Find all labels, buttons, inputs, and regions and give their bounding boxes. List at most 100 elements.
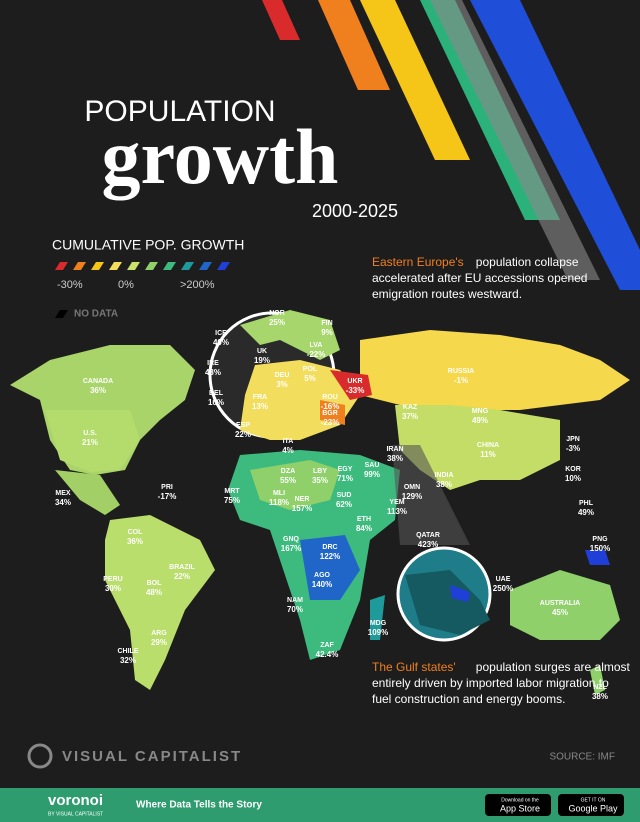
inset-connector bbox=[392, 445, 470, 545]
country-value: 157% bbox=[292, 504, 312, 513]
country-value: 34% bbox=[55, 498, 71, 507]
voronoi-by: BY VISUAL CAPITALIST bbox=[48, 811, 103, 817]
country-value: 129% bbox=[402, 492, 422, 501]
title-main: growth bbox=[102, 113, 339, 200]
legend-no-data: NO DATA bbox=[74, 309, 118, 320]
country-value: 38% bbox=[387, 454, 403, 463]
country-value: 40% bbox=[213, 338, 229, 347]
country-value: -3% bbox=[566, 444, 580, 453]
country-value: 43% bbox=[205, 368, 221, 377]
country-name: BOL bbox=[147, 580, 163, 587]
country-name: CANADA bbox=[83, 378, 113, 385]
country-name: QATAR bbox=[416, 532, 440, 539]
country-name: CHILE bbox=[118, 648, 139, 655]
country-value: -17% bbox=[158, 492, 177, 501]
country-name: YEM bbox=[389, 499, 404, 506]
stripes bbox=[262, 0, 640, 290]
country-value: 5% bbox=[304, 374, 316, 383]
country-value: 19% bbox=[254, 356, 270, 365]
country-value: -16% bbox=[321, 402, 340, 411]
country-name: MLI bbox=[273, 490, 285, 497]
country-value: 45% bbox=[552, 608, 568, 617]
title-top: POPULATION bbox=[84, 95, 275, 128]
country-value: 16% bbox=[208, 398, 224, 407]
country-value: 21% bbox=[82, 438, 98, 447]
country-name: MDG bbox=[370, 620, 387, 627]
country-value: 122% bbox=[320, 552, 340, 561]
country-value: 22% bbox=[235, 430, 251, 439]
country-name: NOR bbox=[269, 310, 285, 317]
country-name: ZAF bbox=[320, 642, 334, 649]
appstore-small: Download on the bbox=[501, 797, 539, 803]
source: SOURCE: IMF bbox=[549, 752, 615, 763]
appstore: App Store bbox=[500, 803, 540, 813]
country-name: MRT bbox=[224, 488, 240, 495]
country-name: KAZ bbox=[403, 404, 418, 411]
country-value: 49% bbox=[578, 508, 594, 517]
country-value: 48% bbox=[146, 588, 162, 597]
country-name: BRAZIL bbox=[169, 564, 195, 571]
legend-low: -30% bbox=[57, 279, 83, 291]
country-value: 37% bbox=[402, 412, 418, 421]
country-value: 30% bbox=[105, 584, 121, 593]
annotation-text: population collapse accelerated after EU … bbox=[372, 255, 587, 301]
country-value: 99% bbox=[364, 470, 380, 479]
country-value: 140% bbox=[312, 580, 332, 589]
country-value: 55% bbox=[280, 476, 296, 485]
country-value: 10% bbox=[565, 474, 581, 483]
country-name: INDIA bbox=[434, 472, 453, 479]
country-name: MEX bbox=[55, 490, 71, 497]
country-name: AUSTRALIA bbox=[540, 600, 580, 607]
country-name: UAE bbox=[496, 576, 511, 583]
legend-title: CUMULATIVE POP. GROWTH bbox=[52, 237, 244, 253]
world-map bbox=[10, 330, 630, 695]
country-value: 70% bbox=[287, 605, 303, 614]
country-value: 38% bbox=[436, 480, 452, 489]
country-value: 13% bbox=[252, 402, 268, 411]
country-name: UK bbox=[257, 348, 267, 355]
country-value: -1% bbox=[454, 376, 468, 385]
gplay-badge[interactable] bbox=[558, 794, 624, 816]
country-value: -22% bbox=[307, 350, 326, 359]
country-value: 71% bbox=[337, 474, 353, 483]
annotation-highlight: The Gulf states' bbox=[372, 660, 456, 674]
europe-map bbox=[240, 310, 372, 440]
country-value: 113% bbox=[387, 507, 407, 516]
gplay: Google Play bbox=[568, 803, 618, 813]
country-name: ESP bbox=[236, 422, 250, 429]
country-name: LBY bbox=[313, 468, 327, 475]
country-value: -23% bbox=[321, 418, 340, 427]
legend-swatches bbox=[55, 262, 230, 318]
country-name: DZA bbox=[281, 468, 295, 475]
country-value: 109% bbox=[368, 628, 388, 637]
country-value: 3% bbox=[276, 380, 288, 389]
country-name: FRA bbox=[253, 394, 267, 401]
country-value: 25% bbox=[269, 318, 285, 327]
appstore-badge[interactable] bbox=[485, 794, 551, 816]
legend-mid: 0% bbox=[118, 279, 134, 291]
country-value: 32% bbox=[120, 656, 136, 665]
country-name: POL bbox=[303, 366, 318, 373]
country-value: 167% bbox=[281, 544, 301, 553]
country-value: 42.4% bbox=[316, 650, 339, 659]
country-value: 11% bbox=[480, 450, 496, 459]
country-name: DRC bbox=[322, 544, 337, 551]
country-name: CHINA bbox=[477, 442, 499, 449]
country-value: 29% bbox=[151, 638, 167, 647]
country-value: 36% bbox=[90, 386, 106, 395]
country-name: KOR bbox=[565, 466, 581, 473]
country-name: NER bbox=[295, 496, 310, 503]
country-name: PNG bbox=[592, 536, 608, 543]
country-value: 35% bbox=[312, 476, 328, 485]
country-name: GNQ bbox=[283, 536, 300, 543]
country-name: MNG bbox=[472, 408, 489, 415]
country-value: 150% bbox=[590, 544, 610, 553]
country-name: NAM bbox=[287, 597, 303, 604]
country-name: OMN bbox=[404, 484, 420, 491]
annotation-text: population surges are almost entirely dri… bbox=[372, 660, 631, 706]
country-name: SAU bbox=[365, 462, 380, 469]
country-name: UKR bbox=[347, 378, 362, 385]
country-name: PRI bbox=[161, 484, 173, 491]
